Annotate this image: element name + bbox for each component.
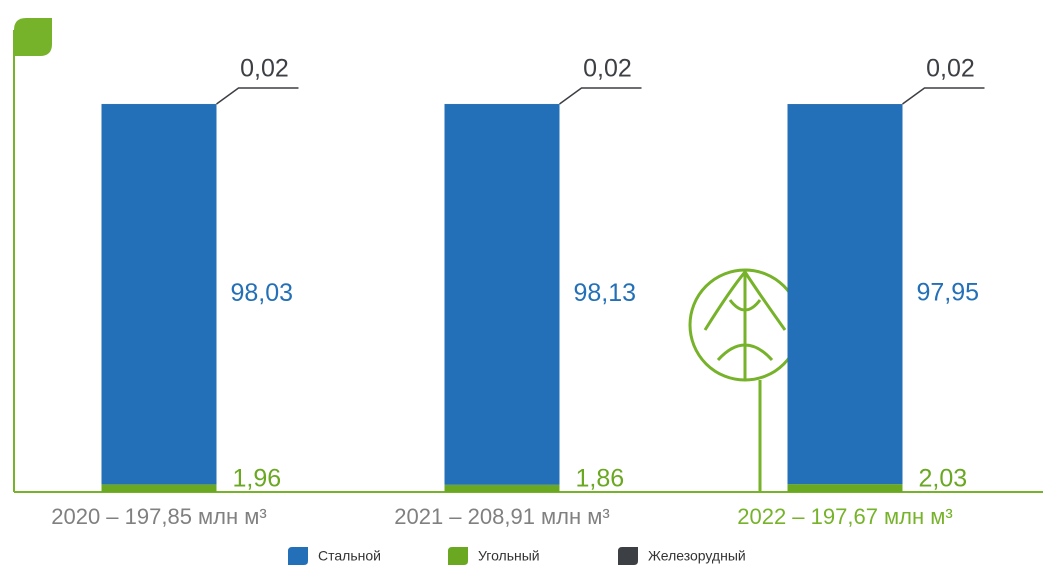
bar-segment (787, 484, 903, 492)
value-label: 1,96 (233, 465, 282, 493)
bar-segment (101, 104, 217, 485)
value-label: 1,86 (576, 465, 625, 493)
bar-segment (444, 484, 560, 492)
legend-marker (448, 547, 468, 565)
x-tick-label: 2022 – 197,67 млн м³ (737, 504, 952, 529)
tree-decoration (688, 268, 802, 492)
legend-marker (618, 547, 638, 565)
value-label: 2,03 (919, 465, 968, 493)
legend-label: Железорудный (648, 548, 746, 564)
leaf-icon (14, 18, 52, 56)
leader-line (216, 87, 299, 105)
value-label: 0,02 (926, 55, 975, 83)
value-label: 98,03 (231, 279, 294, 307)
value-label: 98,13 (574, 279, 637, 307)
legend-label: Стальной (318, 548, 381, 564)
bar-segment (787, 104, 903, 485)
bar-segment (101, 484, 217, 492)
x-tick-label: 2021 – 208,91 млн м³ (394, 504, 609, 529)
x-tick-label: 2020 – 197,85 млн м³ (51, 504, 266, 529)
bar-segment (444, 104, 560, 485)
value-label: 97,95 (917, 279, 980, 307)
value-label: 0,02 (583, 55, 632, 83)
leader-line (902, 87, 985, 105)
legend-label: Угольный (478, 548, 540, 564)
leader-line (559, 87, 642, 105)
legend-marker (288, 547, 308, 565)
value-label: 0,02 (240, 55, 289, 83)
